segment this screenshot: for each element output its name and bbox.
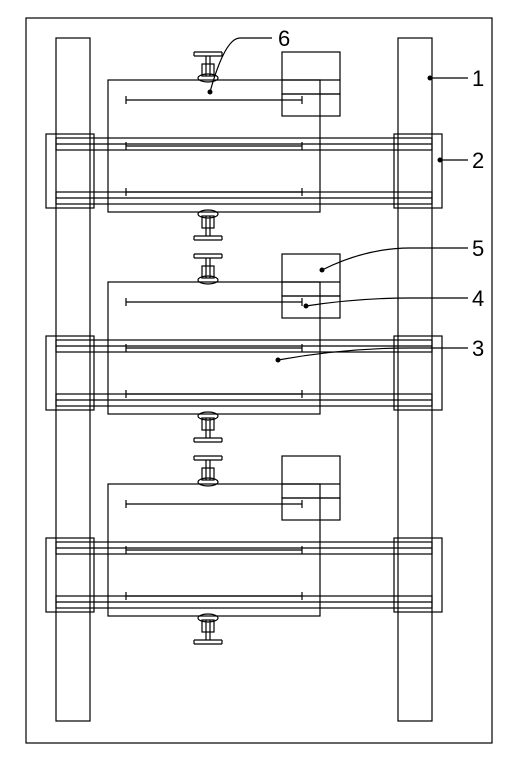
clamp (194, 210, 222, 240)
callout-label: 3 (472, 336, 484, 361)
leader (278, 348, 468, 360)
motor-mount (282, 94, 340, 116)
unit (46, 456, 442, 616)
callout: 2 (438, 148, 485, 173)
clamp (194, 614, 222, 644)
diagram-canvas: 6 1 2 5 4 3 (0, 0, 518, 761)
callout-label: 6 (278, 26, 290, 51)
callout: 1 (428, 66, 485, 91)
callout: 4 (304, 286, 485, 311)
callout-label: 4 (472, 286, 484, 311)
motor-mount (282, 296, 340, 318)
motor-mount (282, 498, 340, 520)
callout: 6 (208, 26, 291, 95)
leader (322, 248, 468, 270)
unit (46, 52, 442, 212)
callout: 5 (320, 236, 485, 273)
clamp (194, 412, 222, 442)
left-post (56, 38, 90, 721)
motor (282, 52, 340, 94)
clamp (194, 254, 222, 284)
right-sleeve (394, 336, 442, 410)
callout-label: 5 (472, 236, 484, 261)
outer-frame (26, 18, 492, 743)
left-sleeve (46, 336, 94, 410)
leader (306, 298, 468, 306)
left-sleeve (46, 538, 94, 612)
callout-label: 2 (472, 148, 484, 173)
motor (282, 254, 340, 296)
leader (210, 38, 272, 92)
left-sleeve (46, 134, 94, 208)
right-sleeve (394, 538, 442, 612)
right-sleeve (394, 134, 442, 208)
unit (46, 254, 442, 414)
clamp (194, 456, 222, 486)
right-post (398, 38, 432, 721)
motor (282, 456, 340, 498)
callout-label: 1 (472, 66, 484, 91)
